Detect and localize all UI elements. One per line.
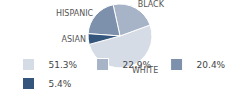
svg-text:20.4%: 20.4% bbox=[197, 60, 226, 70]
svg-text:51.3%: 51.3% bbox=[49, 60, 78, 70]
svg-text:HISPANIC: HISPANIC bbox=[56, 9, 94, 18]
svg-text:5.4%: 5.4% bbox=[49, 79, 72, 89]
svg-text:ASIAN: ASIAN bbox=[62, 35, 86, 44]
svg-text:22.9%: 22.9% bbox=[123, 60, 152, 70]
svg-text:BLACK: BLACK bbox=[138, 0, 165, 9]
svg-text:WHITE: WHITE bbox=[131, 66, 159, 75]
